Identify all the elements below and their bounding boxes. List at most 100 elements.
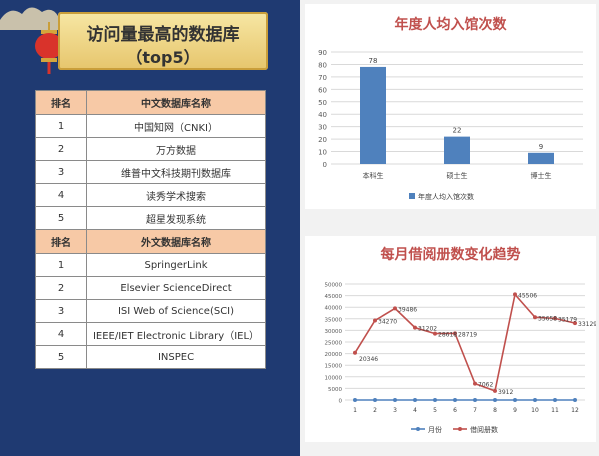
y-tick-label: 70 — [318, 74, 327, 82]
data-label: 28618 — [438, 332, 457, 339]
y-tick-label: 20000 — [325, 352, 343, 358]
data-point — [353, 398, 357, 402]
rank-cell: 3 — [35, 160, 87, 184]
y-tick-label: 30 — [318, 124, 327, 132]
data-point — [553, 316, 557, 321]
table-row: 5 超星发现系统 — [35, 206, 266, 230]
data-point — [573, 321, 577, 326]
x-tick-label: 12 — [571, 407, 579, 414]
legend-swatch — [409, 193, 415, 199]
rank-cell: 2 — [35, 276, 87, 300]
data-label: 35179 — [558, 316, 577, 323]
y-tick-label: 0 — [323, 161, 327, 169]
header-foreign-name: 外文数据库名称 — [86, 229, 266, 254]
header-rank: 排名 — [35, 229, 87, 254]
rank-cell: 1 — [35, 253, 87, 277]
legend-marker — [458, 427, 462, 431]
table-header-chinese: 排名 中文数据库名称 — [35, 90, 266, 115]
table-row: 3 维普中文科技期刊数据库 — [35, 160, 266, 184]
database-panel: 访问量最高的数据库 （top5） 排名 中文数据库名称 1 中国知网（CNKI） … — [0, 0, 300, 456]
y-tick-label: 30000 — [325, 329, 343, 335]
x-tick-label: 6 — [453, 407, 457, 414]
y-tick-label: 25000 — [325, 341, 343, 347]
y-tick-label: 10 — [318, 149, 327, 157]
header-rank: 排名 — [35, 90, 87, 115]
cloud-ornament-icon — [0, 7, 58, 30]
y-tick-label: 90 — [318, 49, 327, 57]
data-point — [473, 398, 477, 402]
data-point — [533, 315, 537, 320]
data-label: 9 — [539, 143, 543, 151]
data-label: 35658 — [538, 315, 557, 322]
rank-cell: 3 — [35, 299, 87, 323]
x-tick-label: 3 — [393, 407, 397, 414]
table-row: 4 IEEE/IET Electronic Library（IEL） — [35, 322, 266, 346]
data-point — [413, 398, 417, 402]
y-tick-label: 60 — [318, 86, 327, 94]
table-header-foreign: 排名 外文数据库名称 — [35, 229, 266, 254]
header-chinese-name: 中文数据库名称 — [86, 90, 266, 115]
x-tick-label: 10 — [531, 407, 539, 414]
y-tick-label: 40 — [318, 111, 327, 119]
name-cell: Elsevier ScienceDirect — [86, 276, 266, 300]
data-point — [413, 325, 417, 330]
line-chart: 0 5000 10000 15000 20000 25000 30000 35000 40000… — [325, 283, 597, 435]
name-cell: 中国知网（CNKI） — [86, 114, 266, 138]
data-point — [513, 398, 517, 402]
table-row: 1 中国知网（CNKI） — [35, 114, 266, 138]
x-tick-label: 4 — [413, 407, 417, 414]
bar — [360, 66, 386, 164]
y-tick-label: 15000 — [325, 364, 343, 370]
data-point — [373, 318, 377, 323]
rank-cell: 5 — [35, 345, 87, 369]
data-label: 28719 — [458, 331, 477, 338]
y-tick-label: 80 — [318, 61, 327, 69]
data-point — [393, 398, 397, 402]
data-label: 20346 — [359, 356, 378, 363]
legend-label: 月份 — [428, 425, 442, 434]
lantern-icon — [35, 22, 63, 74]
data-point — [453, 331, 457, 336]
rank-cell: 2 — [35, 137, 87, 161]
data-point — [373, 398, 377, 402]
panel-title-line1: 访问量最高的数据库 — [86, 25, 240, 45]
data-point — [473, 381, 477, 386]
name-cell: INSPEC — [86, 345, 266, 369]
data-label: 31202 — [418, 326, 437, 333]
data-point — [433, 398, 437, 402]
data-label: 33129 — [578, 321, 596, 328]
y-tick-label: 50 — [318, 99, 327, 107]
table-row: 4 读秀学术搜索 — [35, 183, 266, 207]
name-cell: IEEE/IET Electronic Library（IEL） — [86, 322, 266, 346]
bar — [528, 152, 554, 164]
name-cell: SpringerLink — [86, 253, 266, 277]
name-cell: 读秀学术搜索 — [86, 183, 266, 207]
data-label: 22 — [453, 127, 462, 135]
series-line — [354, 292, 576, 392]
data-point — [533, 398, 537, 402]
data-point — [493, 388, 497, 393]
y-tick-label: 40000 — [325, 306, 343, 312]
data-point — [493, 398, 497, 402]
data-label: 45506 — [518, 292, 537, 299]
data-point — [353, 350, 357, 355]
line-chart-title: 每月借阅册数变化趋势 — [380, 247, 521, 263]
y-tick-label: 0 — [339, 399, 343, 405]
bar-chart-title: 年度人均入馆次数 — [394, 17, 507, 33]
data-point — [573, 398, 577, 402]
rank-cell: 4 — [35, 183, 87, 207]
panel-title-line2: （top5） — [126, 48, 200, 67]
data-label: 39486 — [398, 306, 417, 313]
y-tick-label: 35000 — [325, 317, 343, 323]
x-tick-label: 9 — [513, 407, 517, 414]
name-cell: 维普中文科技期刊数据库 — [86, 160, 266, 184]
rank-cell: 5 — [35, 206, 87, 230]
data-point — [453, 398, 457, 402]
x-tick-label: 本科生 — [363, 171, 384, 180]
table-row: 3 ISI Web of Science(SCI) — [35, 299, 266, 323]
table-row: 2 Elsevier ScienceDirect — [35, 276, 266, 300]
line-chart-card: 每月借阅册数变化趋势 0 5000 10000 15000 20000 25000 3000… — [305, 236, 596, 442]
legend-label: 借阅册数 — [470, 425, 498, 434]
x-tick-label: 1 — [353, 407, 357, 414]
database-table: 排名 中文数据库名称 1 中国知网（CNKI） 2 万方数据 3 维普中文科技期刊数据… — [35, 90, 266, 369]
